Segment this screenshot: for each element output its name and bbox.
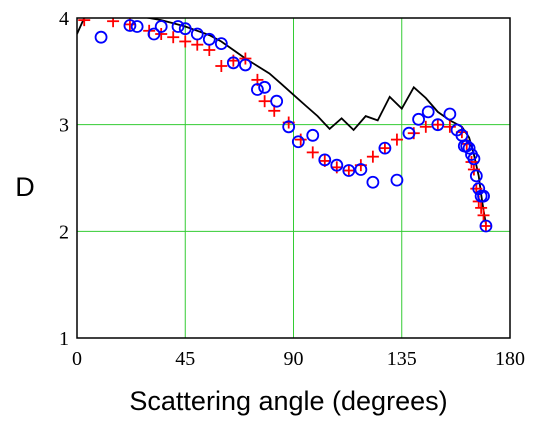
circle-point [467, 152, 481, 166]
plus-point [167, 31, 180, 44]
circle-point [421, 105, 435, 119]
series-circle [94, 19, 493, 233]
x-tick-label: 90 [284, 348, 304, 370]
plus-point [475, 201, 488, 214]
y-tick-label: 1 [59, 328, 69, 350]
circle-point [94, 30, 108, 44]
series-line [77, 18, 487, 225]
circle-point [190, 27, 204, 41]
circle-point [154, 20, 168, 33]
y-tick-label: 3 [59, 115, 69, 137]
circle-point [378, 141, 392, 155]
circle-point [238, 58, 252, 72]
circle-point [477, 189, 490, 203]
plus-point [431, 118, 444, 131]
plus-point [419, 120, 432, 133]
circle-point [214, 37, 228, 50]
x-tick-label: 0 [72, 348, 82, 370]
circle-point [306, 128, 320, 142]
plus-point [239, 52, 252, 65]
series-layer [77, 18, 493, 233]
plus-point [294, 133, 307, 146]
circle-point [202, 32, 216, 46]
circle-point [366, 175, 380, 189]
plus-point [78, 18, 91, 27]
x-axis-label: Scattering angle (degrees) [129, 386, 447, 416]
circle-point [282, 120, 296, 134]
plus-point [366, 150, 379, 163]
plus-point [258, 95, 271, 108]
x-tick-label: 180 [495, 348, 525, 370]
plus-point [107, 18, 120, 28]
series-line [77, 18, 487, 225]
y-axis-label: D [15, 172, 35, 202]
circle-point [479, 219, 493, 233]
circle-point [412, 112, 425, 126]
circle-point [270, 94, 284, 108]
circle-point [431, 118, 445, 132]
circle-point [443, 107, 457, 121]
plus-point [215, 60, 228, 72]
y-tick-label: 4 [59, 8, 69, 30]
plus-point [479, 220, 492, 232]
circle-point [318, 153, 332, 167]
circle-point [354, 163, 368, 176]
circle-point [342, 164, 356, 177]
x-tick-label: 45 [175, 348, 195, 370]
x-tick-label: 135 [387, 348, 417, 370]
circle-point [462, 141, 476, 155]
plus-point [378, 142, 391, 155]
circle-point [402, 126, 416, 140]
plus-point [191, 38, 204, 51]
circle-point [291, 135, 305, 149]
circle-point [258, 80, 272, 94]
plot-frame [76, 17, 511, 339]
plus-point [342, 164, 355, 177]
plus-point [390, 133, 403, 146]
circle-point [130, 20, 144, 33]
circle-point [171, 20, 185, 33]
circle-point [226, 56, 240, 70]
plus-point [179, 35, 192, 48]
circle-point [147, 27, 161, 41]
grid [77, 18, 510, 338]
circle-point [469, 169, 483, 183]
circle-point [251, 83, 264, 96]
plus-point [155, 28, 168, 40]
plus-point [465, 156, 478, 168]
plus-point [306, 146, 319, 159]
plus-point [477, 209, 490, 222]
plus-point [203, 44, 216, 56]
plus-point [467, 163, 480, 176]
circle-point [123, 19, 137, 32]
y-tick-label: 2 [59, 221, 69, 243]
plus-point [443, 120, 456, 133]
tick-labels: 0 45 90 135 180 1 2 3 4 [59, 8, 525, 370]
circle-point [390, 173, 404, 187]
circle-point [330, 158, 344, 172]
circle-point [178, 22, 192, 36]
